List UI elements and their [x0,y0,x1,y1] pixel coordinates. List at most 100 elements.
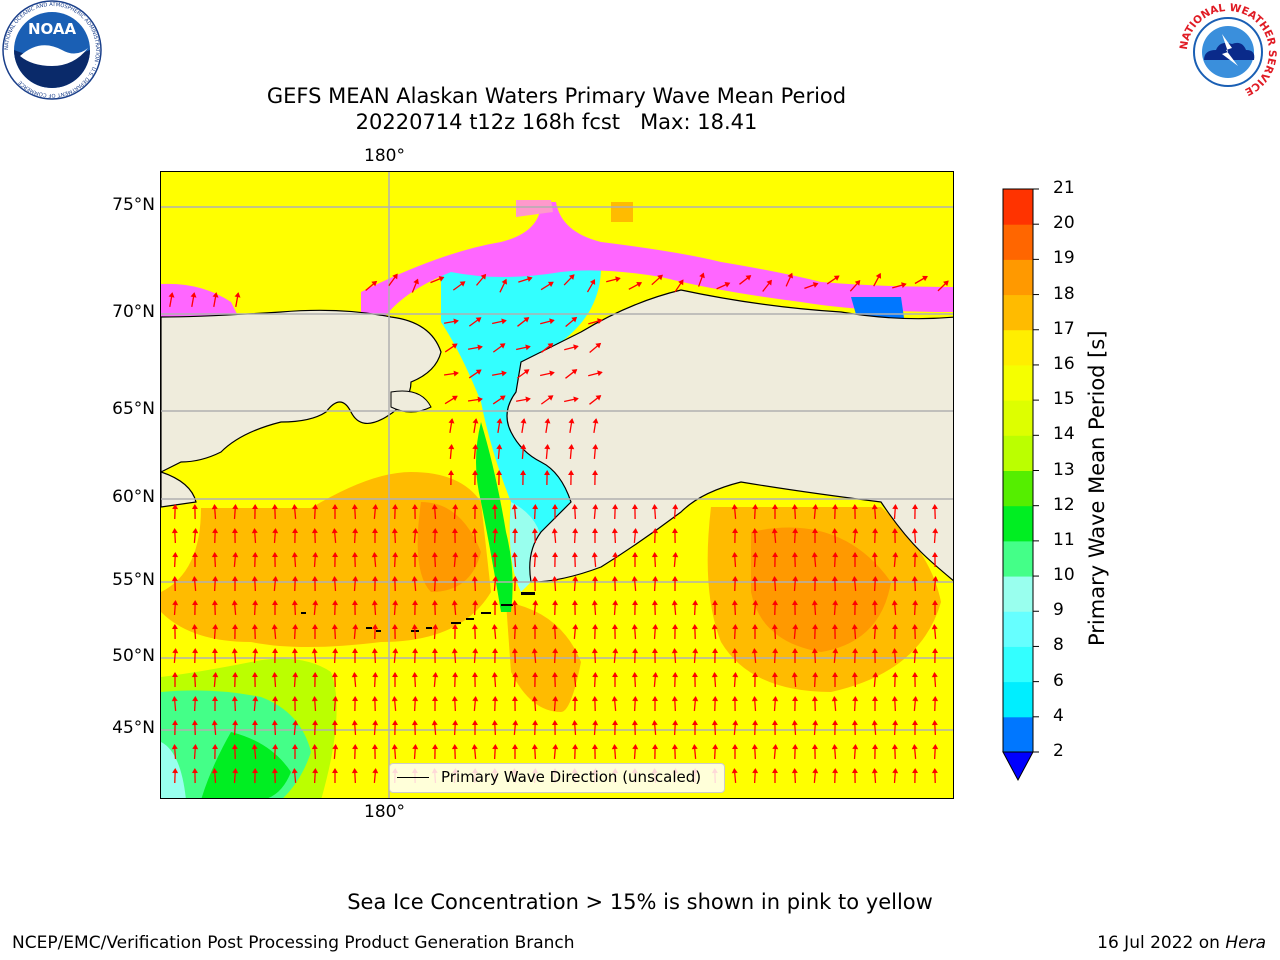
wave-arrow [871,720,878,736]
wave-arrow [592,444,599,460]
wave-arrow [192,600,199,616]
wave-arrow [371,696,378,712]
wave-arrow [792,696,799,712]
wave-arrow [190,292,197,308]
wave-arrow [271,624,278,640]
wave-arrow [251,576,258,592]
wave-arrow [651,552,658,568]
wave-arrow [772,600,779,616]
wave-arrow [371,744,378,760]
wave-arrow [444,395,458,405]
wave-arrow [711,672,718,688]
lat-label-55: 55°N [112,570,155,590]
wave-arrow [331,720,338,736]
wave-arrow [772,552,779,568]
wave-arrow [271,720,278,736]
wave-arrow [692,648,699,664]
colorbar-tick-label: 13 [1053,459,1075,480]
chart-title: GEFS MEAN Alaskan Waters Primary Wave Me… [266,84,847,108]
wave-arrow [172,720,179,736]
wave-arrow [432,576,439,592]
wave-arrow [291,600,298,616]
wave-arrow [731,600,738,616]
wave-arrow [512,720,519,736]
wave-arrow [771,528,778,544]
wave-arrow [411,278,419,293]
legend-line-swatch [397,777,429,778]
wave-arrow [716,282,731,290]
wave-arrow [191,624,198,640]
wave-arrow [812,528,818,543]
wave-arrow [771,720,778,736]
wave-arrow [632,696,639,712]
wave-arrow [511,600,518,616]
wave-arrow [771,576,778,592]
wave-arrow [271,672,278,688]
wave-arrow [592,528,598,543]
wave-arrow [792,648,798,663]
wave-arrow [412,648,419,664]
wave-arrow [551,528,558,544]
wave-arrow [351,504,358,520]
colorbar-tick-label: 15 [1053,389,1075,410]
wave-arrow [912,552,919,568]
wave-arrow [391,624,398,640]
wave-arrow [431,504,438,520]
wave-arrow [411,720,418,736]
wave-arrow [251,624,258,640]
wave-arrow [272,696,279,712]
colorbar-tick-label: 16 [1053,353,1075,374]
wave-arrow [312,552,319,568]
wave-arrow [912,648,919,664]
wave-arrow [272,648,279,664]
wave-arrow [564,344,579,351]
wave-arrow [431,720,438,736]
wave-arrow [172,600,179,616]
wave-arrow [172,648,179,664]
wave-arrow [752,600,759,616]
wave-arrow [571,504,578,520]
wave-arrow [731,552,738,568]
wave-arrow [832,720,839,736]
wave-arrow [671,528,678,544]
wave-arrow [631,672,638,688]
field-region-18s-west [417,502,481,592]
wave-arrow [252,552,259,568]
colorbar-label: Primary Wave Mean Period [s] [1085,330,1109,646]
wave-arrow [931,720,938,736]
wave-arrow [811,648,818,664]
wave-arrow [572,576,579,592]
wave-arrow [491,672,498,688]
wave-arrow [751,528,758,544]
wave-arrow [911,624,918,640]
wave-arrow [892,504,899,520]
wave-arrow [412,696,419,712]
wave-arrow [351,768,358,784]
colorbar-tick-label: 8 [1053,635,1064,656]
map-legend: Primary Wave Direction (unscaled) [389,763,725,793]
sea-ice-note: Sea Ice Concentration > 15% is shown in … [347,890,933,914]
wave-arrow [691,624,698,640]
wave-arrow [632,552,638,567]
wave-arrow [872,672,879,688]
wave-arrow [491,624,498,640]
wave-arrow [871,552,878,568]
wave-arrow [691,744,698,760]
wave-arrow [532,504,539,520]
wave-arrow [671,744,678,760]
wave-arrow [631,720,638,736]
wave-arrow [234,292,241,308]
wave-arrow [892,282,907,289]
wave-arrow [739,275,752,285]
wave-arrow [832,504,839,520]
wave-arrow [544,470,551,486]
wave-arrow [252,648,259,664]
wave-arrow [520,470,527,486]
colorbar-bin [1003,540,1033,577]
wave-arrow [351,720,358,736]
wave-arrow [532,552,539,568]
wave-arrow [191,720,198,736]
wave-arrow [751,696,758,712]
field-region-green-band [476,422,513,612]
wave-arrow [628,281,643,290]
